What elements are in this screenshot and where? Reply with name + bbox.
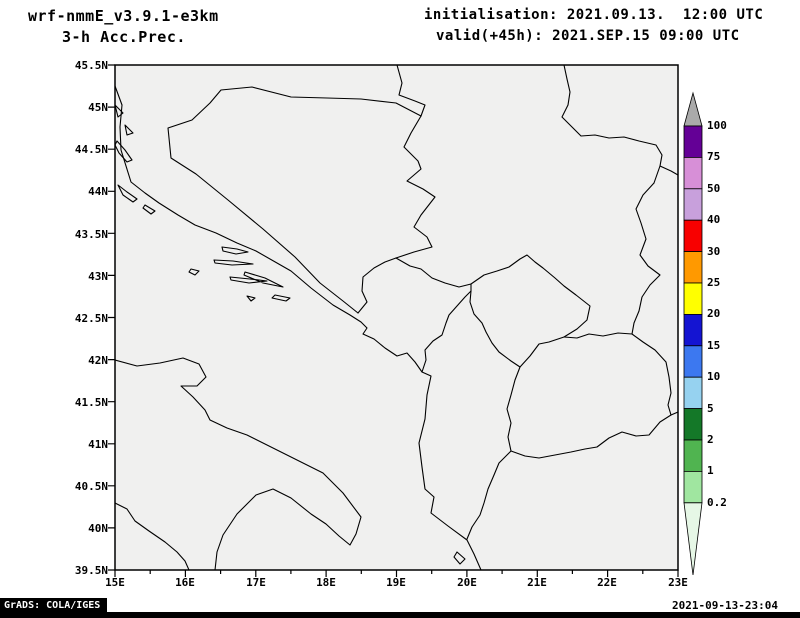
colorbar-segment	[683, 470, 703, 504]
creation-timestamp-label: 2021-09-13-23:04	[672, 599, 778, 612]
colorbar-segment	[683, 157, 703, 190]
product-name-label: 3-h Acc.Prec.	[62, 28, 186, 46]
initialisation-label: initialisation: 2021.09.13. 12:00 UTC	[424, 7, 764, 23]
colorbar-level-label: 100	[707, 119, 727, 132]
map-frame	[108, 64, 679, 577]
x-axis-label: 17E	[246, 576, 266, 589]
border-bosnia-montenegro	[357, 257, 397, 314]
x-axis-label: 16E	[175, 576, 195, 589]
colorbar-level-label: 0.2	[707, 496, 727, 509]
border-macedonia-bulgaria	[631, 333, 672, 416]
colorbar-level-label: 1	[707, 464, 714, 477]
colorbar-level-label: 25	[707, 276, 721, 289]
colorbar-level-label: 50	[707, 182, 721, 195]
border-montenegro-albania	[421, 290, 472, 373]
x-axis-label: 22E	[597, 576, 617, 589]
border-macedonia-greece	[510, 414, 672, 459]
border-albania-macedonia	[506, 366, 521, 452]
border-greece-bulgaria	[670, 411, 678, 416]
border-serbia-macedonia	[563, 332, 633, 339]
map-canvas	[115, 65, 678, 570]
border-romania-bulgaria	[659, 165, 678, 176]
border-montenegro-serbia	[395, 257, 472, 288]
coastline-italy-adriatic	[115, 357, 362, 570]
colorbar-level-label: 40	[707, 213, 721, 226]
border-serbia-romania	[561, 65, 663, 184]
colorbar-segment	[683, 219, 703, 252]
bottom-black-bar	[0, 612, 800, 618]
colorbar-level-label: 75	[707, 150, 721, 163]
y-axis-label: 44N	[88, 185, 108, 198]
colorbar-segment	[683, 408, 703, 441]
island-corfu	[453, 551, 466, 565]
border-albania-greece	[466, 450, 512, 540]
border-bosnia-serbia	[395, 115, 436, 259]
y-axis-label: 45.5N	[74, 59, 108, 72]
y-axis-label: 40.5N	[74, 480, 108, 493]
islands-dalmatian	[115, 104, 291, 302]
grads-credit-label: GrADS: COLA/IGES	[0, 598, 108, 615]
colorbar-segment	[683, 439, 703, 472]
colorbar-level-label: 15	[707, 339, 721, 352]
model-name-label: wrf-nmmE_v3.9.1-e3km	[28, 7, 219, 25]
x-axis-label: 15E	[105, 576, 125, 589]
y-axis-ticks	[108, 64, 115, 571]
x-axis-major-ticks	[114, 570, 679, 577]
y-axis-label: 43.5N	[74, 228, 108, 241]
y-axis-label: 45N	[88, 101, 108, 114]
colorbar-level-label: 30	[707, 245, 721, 258]
colorbar-segment	[683, 251, 703, 284]
colorbar-top-arrow	[683, 91, 703, 127]
y-axis-label: 43N	[88, 270, 108, 283]
y-axis-label: 42N	[88, 354, 108, 367]
x-axis-label: 18E	[316, 576, 336, 589]
x-axis-minor-ticks	[149, 570, 644, 574]
colorbar-bottom-arrow	[683, 502, 703, 576]
y-axis-label: 39.5N	[74, 564, 108, 577]
border-danube-croatia-serbia	[396, 65, 426, 117]
y-axis-label: 42.5N	[74, 312, 108, 325]
colorbar-segment	[683, 188, 703, 221]
colorbar-level-label: 2	[707, 433, 714, 446]
border-kosovo	[469, 254, 591, 368]
y-axis-label: 40N	[88, 522, 108, 535]
border-croatia-bosnia	[167, 86, 422, 314]
y-axis-label: 44.5N	[74, 143, 108, 156]
coastline-italy-tyrrhenian	[115, 502, 190, 570]
map-plot-background	[114, 64, 679, 571]
x-axis-label: 20E	[457, 576, 477, 589]
colorbar-level-label: 5	[707, 402, 714, 415]
colorbar-segment	[683, 313, 703, 347]
x-axis-label: 23E	[668, 576, 688, 589]
colorbar-level-label: 10	[707, 370, 721, 383]
precip-colorbar	[683, 91, 703, 576]
colorbar-segment	[683, 376, 703, 410]
border-serbia-bulgaria	[631, 182, 661, 335]
colorbar-segment	[683, 282, 703, 315]
y-axis-label: 41.5N	[74, 396, 108, 409]
coastline-east-adriatic	[115, 85, 482, 570]
x-axis-label: 21E	[527, 576, 547, 589]
colorbar-segment	[683, 345, 703, 378]
valid-time-label: valid(+45h): 2021.SEP.15 09:00 UTC	[436, 28, 740, 44]
colorbar-segment	[683, 125, 703, 158]
y-axis-label: 41N	[88, 438, 108, 451]
colorbar-level-label: 20	[707, 307, 721, 320]
x-axis-label: 19E	[386, 576, 406, 589]
